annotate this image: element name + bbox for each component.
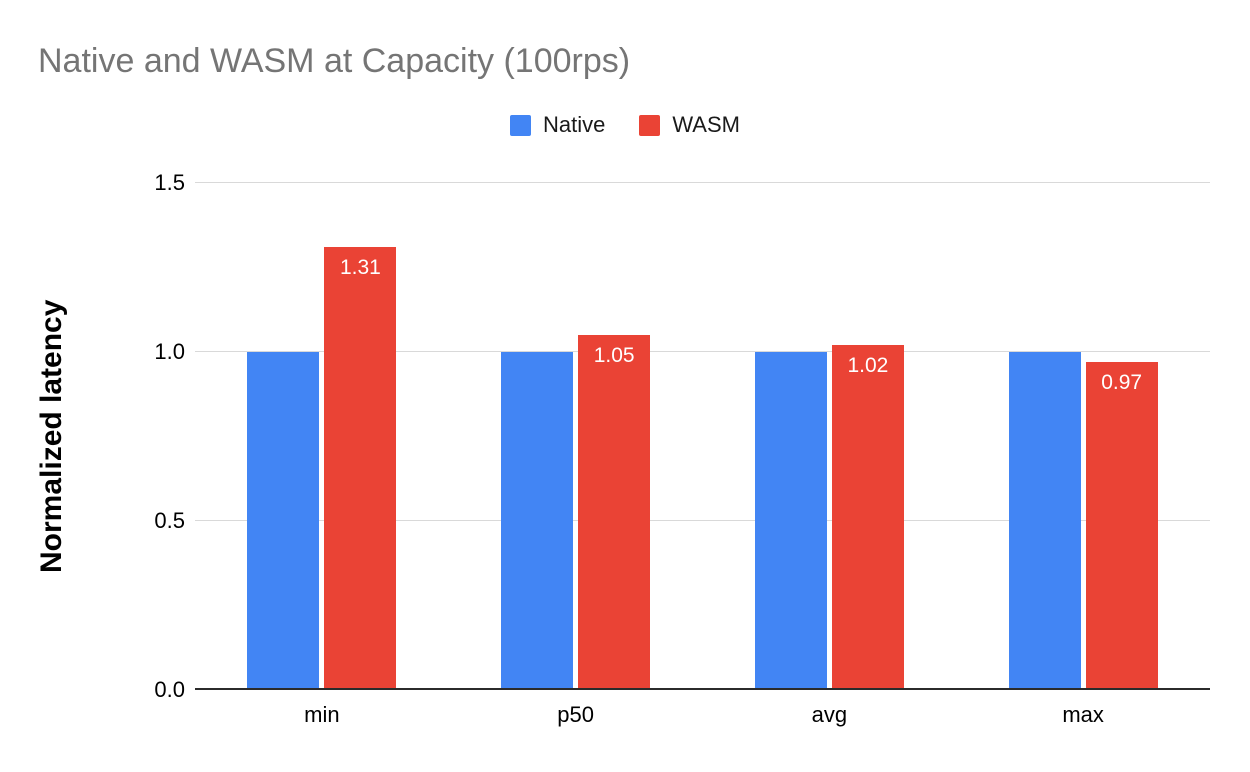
plot-area: 1.31 1.05 1.02 0.97: [195, 182, 1210, 690]
y-axis-ticks: 0.0 0.5 1.0 1.5: [110, 172, 185, 701]
x-tick-label: min: [304, 702, 340, 727]
bar-group-min: 1.31: [195, 183, 449, 690]
bar-wasm-max: 0.97: [1085, 362, 1158, 690]
bar-native-min: [247, 352, 320, 690]
bar-value-label: 1.02: [847, 354, 889, 378]
x-tick-label: max: [1062, 702, 1104, 727]
gridline: [195, 351, 1210, 352]
y-tick-label: 0.0: [154, 677, 185, 702]
x-tick-label: avg: [811, 702, 848, 727]
y-axis-title: Normalized latency: [35, 299, 68, 574]
gridline: [195, 182, 1210, 183]
legend-label: WASM: [672, 112, 740, 137]
y-tick-label: 0.5: [154, 508, 185, 533]
bar-native-max: [1008, 352, 1081, 690]
bar-value-label: 1.31: [339, 256, 381, 280]
bar-wasm-avg: 1.02: [831, 345, 904, 690]
bar-group-max: 0.97: [956, 183, 1210, 690]
bar-group-avg: 1.02: [703, 183, 957, 690]
x-tick-label: p50: [557, 702, 594, 727]
bar-native-p50: [501, 352, 574, 690]
bar-groups: 1.31 1.05 1.02 0.97: [195, 183, 1210, 690]
legend-label: Native: [543, 112, 606, 137]
y-tick-label: 1.0: [154, 339, 185, 364]
chart-title: Native and WASM at Capacity (100rps): [38, 42, 631, 80]
bar-value-label: 0.97: [1101, 371, 1143, 395]
legend-swatch-native: [510, 114, 531, 136]
x-axis-line: [195, 688, 1210, 690]
y-tick-label: 1.5: [154, 170, 185, 195]
x-axis-ticks: min p50 avg max: [195, 702, 1210, 728]
legend-item-native: Native: [510, 112, 605, 138]
legend-item-wasm: WASM: [639, 112, 740, 138]
legend: Native WASM: [0, 112, 1250, 138]
gridline: [195, 520, 1210, 521]
bar-wasm-p50: 1.05: [578, 335, 651, 690]
bar-wasm-min: 1.31: [324, 247, 397, 690]
bar-value-label: 1.05: [593, 344, 635, 368]
bar-group-p50: 1.05: [449, 183, 703, 690]
legend-swatch-wasm: [639, 114, 661, 136]
bar-native-avg: [754, 352, 827, 690]
